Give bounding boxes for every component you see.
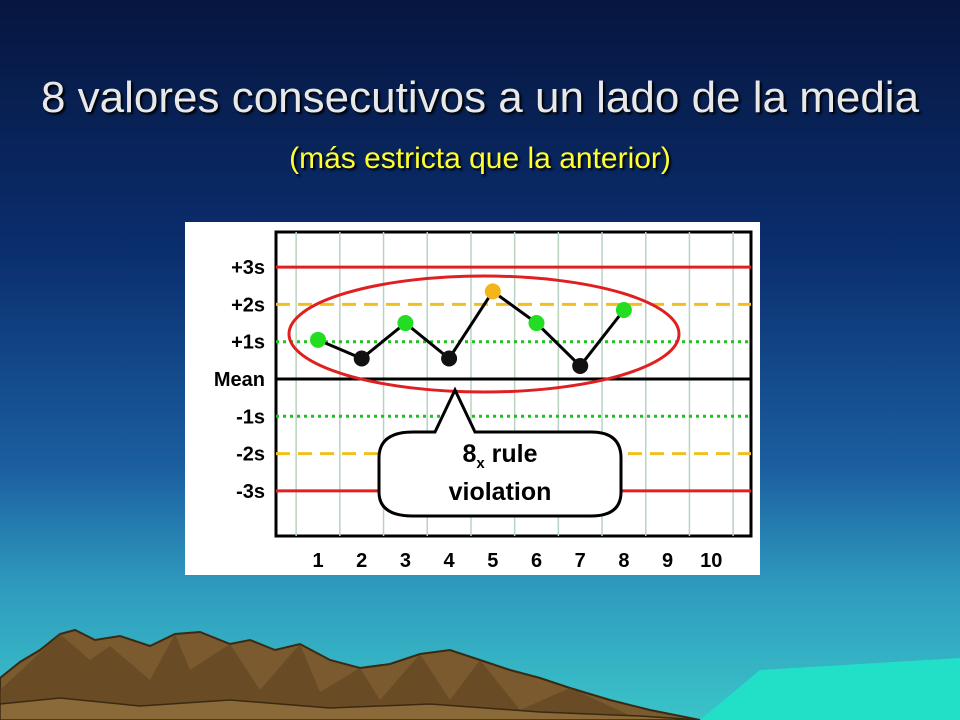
- data-point: [353, 350, 370, 367]
- callout-bubble: [377, 386, 623, 518]
- callout-line-2: violation: [449, 478, 552, 506]
- y-axis-label: +2s: [231, 294, 265, 316]
- callout-rest: rule: [485, 440, 538, 468]
- callout-line-1: 8x rule: [462, 440, 537, 472]
- x-tick-label: 4: [444, 550, 456, 572]
- mountain-landscape: [0, 628, 960, 720]
- y-axis-label: +3s: [231, 257, 265, 279]
- data-point: [484, 283, 501, 300]
- x-tick-label: 1: [312, 550, 323, 572]
- y-axis-label: -2s: [236, 444, 265, 466]
- sea: [700, 658, 960, 720]
- data-point: [310, 331, 326, 348]
- data-point: [572, 357, 589, 374]
- slide-title-main: 8 valores consecutivos a un lado de la m…: [40, 73, 920, 122]
- x-tick-label: 9: [662, 550, 673, 572]
- x-tick-label: 6: [531, 550, 542, 572]
- y-axis-label: -3s: [236, 481, 265, 503]
- slide-title: 8 valores consecutivos a un lado de la m…: [40, 70, 920, 187]
- x-tick-label: 5: [487, 550, 498, 572]
- x-tick-label: 2: [356, 550, 367, 572]
- x-tick-label: 8: [618, 550, 629, 572]
- callout-subscript: x: [476, 455, 485, 472]
- y-axis-label: +1s: [231, 332, 265, 354]
- y-axis-label: -1s: [236, 406, 265, 428]
- data-series-line: [317, 289, 626, 369]
- data-point: [615, 301, 632, 318]
- x-tick-label: 7: [575, 550, 586, 572]
- x-tick-label: 3: [400, 550, 411, 572]
- data-point: [528, 315, 545, 332]
- x-tick-label: 10: [700, 550, 722, 572]
- data-point: [397, 315, 414, 332]
- mountain-shadow: [0, 634, 640, 720]
- highlight-ellipse: [287, 274, 681, 394]
- data-point: [441, 350, 458, 367]
- control-chart: +3s +2s +1s Mean -1s -2s -3s 1 2 3 4 5 6 7 8 9 10 8x rule…: [185, 222, 760, 575]
- callout-main: 8: [462, 440, 476, 468]
- y-axis-label: Mean: [214, 369, 265, 391]
- foreground-hills: [0, 697, 701, 720]
- slide-title-sub: (más estricta que la anterior): [289, 142, 671, 175]
